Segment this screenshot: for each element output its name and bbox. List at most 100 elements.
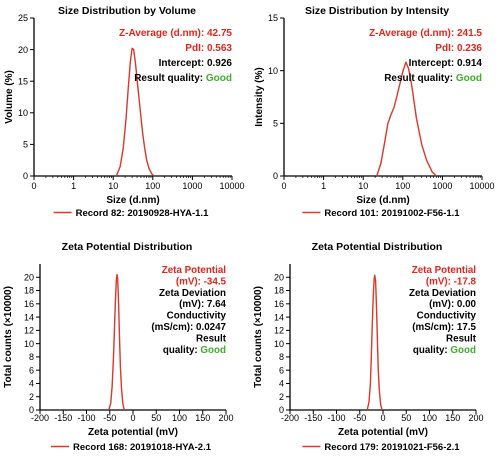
stat-annotation: Z-Average (d.nm): 42.75 <box>119 28 232 39</box>
series-line <box>115 47 155 177</box>
x-tick-label: 150 <box>445 413 460 423</box>
stat-annotation: Conductivity <box>417 311 477 322</box>
stat-annotation: quality: Good <box>413 345 476 356</box>
stat-annotation: Zeta Deviation <box>409 288 476 299</box>
stat-annotation: Intercept: 0.926 <box>159 58 233 69</box>
stat-annotation: PdI: 0.563 <box>185 43 232 54</box>
stat-annotation: (mV): -17.8 <box>426 276 477 287</box>
y-tick-label: 0 <box>273 171 278 181</box>
y-tick-label: 12 <box>274 326 284 336</box>
stat-annotation: quality: Good <box>163 345 226 356</box>
series-line <box>376 61 437 177</box>
zeta-potential-chart-hya: Zeta Potential Distribution -200 -150 -100-… <box>0 228 250 457</box>
stat-annotation: Zeta Potential <box>412 265 477 276</box>
x-tick-label: -200 <box>281 413 299 423</box>
x-tick-label: 100 <box>172 413 187 423</box>
y-tick-label: 4 <box>29 379 34 389</box>
stat-annotation: Result <box>196 333 227 344</box>
y-tick-label: 6 <box>279 365 284 375</box>
volume-distribution-chart: Size Distribution by Volume 0 1 10 100 1000 10… <box>0 0 250 228</box>
y-tick-label: 5 <box>273 119 278 129</box>
series-line <box>108 273 125 411</box>
x-tick-label: -150 <box>304 413 322 423</box>
chart-title: Zeta Potential Distribution <box>312 241 443 253</box>
y-tick-label: 6 <box>29 365 34 375</box>
stat-annotation: (mS/cm): 0.0247 <box>151 322 226 333</box>
stat-annotation: Z-Average (d.nm): 241.5 <box>369 28 482 39</box>
y-axis-label: Volume (%) <box>4 70 15 124</box>
y-tick-label: 18 <box>24 286 34 296</box>
y-tick-label: 15 <box>268 13 278 23</box>
x-tick-label: 1 <box>321 181 326 191</box>
y-tick-label: 25 <box>18 13 28 23</box>
x-tick-label: -100 <box>77 413 95 423</box>
zeta-potential-chart-f56: Zeta Potential Distribution -200 -150 -100-… <box>250 228 500 457</box>
x-tick-label: 200 <box>218 413 233 423</box>
stat-annotation: Result quality: Good <box>384 73 482 84</box>
stat-annotation: Zeta Potential <box>162 265 227 276</box>
x-axis-label: Size (d.nm) <box>356 195 409 206</box>
x-tick-label: 150 <box>195 413 210 423</box>
x-tick-label: -100 <box>327 413 345 423</box>
y-tick-label: 4 <box>279 379 284 389</box>
y-tick-label: 0 <box>23 171 28 181</box>
x-tick-label: 50 <box>151 413 161 423</box>
y-tick-label: 10 <box>268 66 278 76</box>
y-tick-label: 2 <box>279 392 284 402</box>
x-tick-label: 1000 <box>432 181 452 191</box>
stat-annotation: Result quality: Good <box>134 73 232 84</box>
x-axis-label: Zeta potential (mV) <box>338 427 428 438</box>
chart-title: Zeta Potential Distribution <box>62 241 193 253</box>
stat-annotation: Result <box>446 333 477 344</box>
x-tick-label: 10 <box>358 181 368 191</box>
y-tick-label: 18 <box>274 286 284 296</box>
x-tick-label: 0 <box>380 413 385 423</box>
y-tick-label: 0 <box>29 405 34 415</box>
series-line <box>366 274 383 411</box>
chart-title: Size Distribution by Intensity <box>305 5 449 17</box>
x-tick-label: 10000 <box>469 181 494 191</box>
y-tick-label: 16 <box>274 299 284 309</box>
x-tick-label: 0 <box>281 181 286 191</box>
stat-annotation: (mV): -34.5 <box>176 276 227 287</box>
legend-label: Record 101: 20191002-F56-1.1 <box>324 208 460 219</box>
x-tick-label: 100 <box>395 181 410 191</box>
y-tick-label: 20 <box>18 45 28 55</box>
x-tick-label: 1000 <box>182 181 202 191</box>
y-tick-label: 8 <box>279 352 284 362</box>
y-tick-label: 8 <box>29 352 34 362</box>
y-axis-label: Intensity (%) <box>254 67 265 126</box>
x-tick-label: 0 <box>130 413 135 423</box>
x-tick-label: -50 <box>103 413 116 423</box>
stat-annotation: (mV): 7.64 <box>179 299 226 310</box>
x-tick-label: 0 <box>31 181 36 191</box>
y-tick-label: 20 <box>274 272 284 282</box>
y-tick-label: 12 <box>24 326 34 336</box>
y-axis-label: Total counts (×10000) <box>253 286 264 388</box>
legend-label: Record 82: 20190928-HYA-1.1 <box>76 208 209 219</box>
stat-annotation: (mS/cm): 17.5 <box>412 322 476 333</box>
x-tick-label: -150 <box>54 413 72 423</box>
x-tick-label: 200 <box>468 413 483 423</box>
legend-label: Record 168: 20191018-HYA-2.1 <box>73 442 212 453</box>
y-tick-label: 20 <box>24 272 34 282</box>
x-tick-label: 50 <box>401 413 411 423</box>
y-tick-label: 10 <box>18 108 28 118</box>
x-tick-label: 1 <box>71 181 76 191</box>
x-tick-label: 100 <box>145 181 160 191</box>
y-tick-label: 10 <box>24 339 34 349</box>
intensity-distribution-chart: Size Distribution by Intensity 0 1 10 100 100… <box>250 0 500 228</box>
y-tick-label: 2 <box>29 392 34 402</box>
x-tick-label: 10000 <box>219 181 244 191</box>
stat-annotation: Zeta Deviation <box>159 288 226 299</box>
stat-annotation: Conductivity <box>167 311 227 322</box>
y-tick-label: 14 <box>24 312 34 322</box>
x-tick-label: -50 <box>353 413 366 423</box>
stat-annotation: Intercept: 0.914 <box>409 58 483 69</box>
y-tick-label: 15 <box>18 76 28 86</box>
legend-label: Record 179: 20191021-F56-2.1 <box>324 442 460 453</box>
x-axis-label: Size (d.nm) <box>106 195 159 206</box>
y-tick-label: 16 <box>24 299 34 309</box>
